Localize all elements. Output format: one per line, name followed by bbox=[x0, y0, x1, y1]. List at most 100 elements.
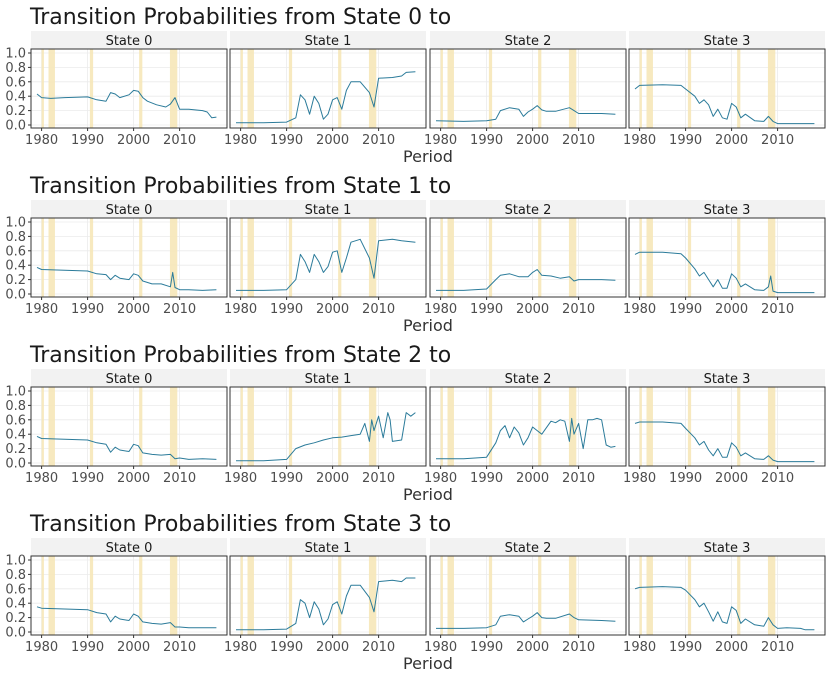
shaded-period bbox=[338, 49, 342, 128]
row-title: Transition Probabilities from State 1 to bbox=[29, 174, 451, 199]
panel-strip-label: State 2 bbox=[505, 203, 552, 218]
shaded-period bbox=[240, 218, 243, 297]
facet-row-2: Transition Probabilities from State 2 to… bbox=[5, 343, 826, 504]
series-line bbox=[36, 435, 217, 460]
x-tick-label: 1990 bbox=[669, 471, 702, 486]
panel-background bbox=[230, 387, 426, 466]
series-line bbox=[634, 84, 815, 125]
shaded-period bbox=[440, 387, 443, 466]
panel-strip-label: State 1 bbox=[305, 372, 352, 387]
panel-strip bbox=[31, 200, 227, 218]
shaded-period bbox=[247, 49, 254, 128]
y-tick-label: 1.0 bbox=[5, 385, 26, 400]
panel-strip-label: State 1 bbox=[305, 541, 352, 556]
panel-strip-label: State 0 bbox=[106, 541, 153, 556]
x-tick-label: 2010 bbox=[562, 640, 595, 655]
shaded-period bbox=[89, 218, 94, 297]
panel-strip bbox=[230, 200, 426, 218]
panel-0-0: State 0 1980 1990 2000 2010 0.00.20.40.60.81.… bbox=[5, 31, 228, 148]
shaded-period bbox=[240, 556, 243, 635]
x-tick-label: 1990 bbox=[470, 133, 503, 148]
panel-strip-label: State 1 bbox=[305, 34, 352, 49]
x-tick-label: 1980 bbox=[224, 302, 257, 317]
x-tick-label: 2000 bbox=[715, 133, 748, 148]
panel-background bbox=[430, 49, 626, 128]
x-tick-label: 1990 bbox=[669, 133, 702, 148]
series-line bbox=[634, 421, 815, 463]
panel-strip bbox=[629, 200, 825, 218]
panel-background bbox=[629, 218, 825, 297]
panel-border bbox=[30, 217, 228, 298]
x-tick-label: 1990 bbox=[669, 302, 702, 317]
x-tick-label: 1980 bbox=[25, 302, 58, 317]
y-tick-label: 0.4 bbox=[5, 90, 26, 105]
shaded-period bbox=[89, 556, 94, 635]
x-tick-label: 1980 bbox=[25, 471, 58, 486]
x-tick-label: 2010 bbox=[362, 302, 395, 317]
panel-2-3: State 3 1980 1990 2000 2010 bbox=[623, 369, 826, 486]
panel-strip bbox=[430, 369, 626, 387]
panel-2-0: State 0 1980 1990 2000 2010 0.00.20.40.60.81.… bbox=[5, 369, 228, 486]
panel-border bbox=[429, 217, 627, 298]
shaded-period bbox=[338, 218, 342, 297]
series-line bbox=[236, 577, 416, 631]
x-tick-label: 2000 bbox=[516, 133, 549, 148]
panel-background bbox=[230, 218, 426, 297]
row-title: Transition Probabilities from State 0 to bbox=[29, 5, 451, 30]
shaded-period bbox=[89, 387, 94, 466]
shaded-period bbox=[538, 49, 542, 128]
series-line bbox=[634, 251, 815, 294]
panel-border bbox=[229, 555, 427, 636]
y-tick-label: 0.0 bbox=[5, 288, 26, 303]
shaded-period bbox=[568, 49, 577, 128]
shaded-period bbox=[646, 387, 653, 466]
shaded-period bbox=[639, 556, 642, 635]
series-line bbox=[236, 71, 416, 124]
shaded-period bbox=[687, 49, 692, 128]
x-tick-label: 1990 bbox=[470, 640, 503, 655]
shaded-period bbox=[139, 387, 143, 466]
y-tick-label: 0.6 bbox=[5, 244, 26, 259]
panel-strip bbox=[230, 31, 426, 49]
panel-0-3: State 3 1980 1990 2000 2010 bbox=[623, 31, 826, 148]
x-axis-title: Period bbox=[403, 654, 453, 673]
shaded-period bbox=[447, 387, 454, 466]
shaded-period bbox=[440, 49, 443, 128]
shaded-period bbox=[737, 49, 741, 128]
shaded-period bbox=[41, 556, 44, 635]
x-tick-label: 2000 bbox=[516, 471, 549, 486]
shaded-period bbox=[687, 556, 692, 635]
shaded-period bbox=[488, 556, 493, 635]
shaded-period bbox=[169, 387, 178, 466]
x-tick-label: 1980 bbox=[623, 471, 656, 486]
y-tick-label: 0.8 bbox=[5, 230, 26, 245]
panel-background bbox=[629, 49, 825, 128]
shaded-period bbox=[288, 556, 293, 635]
panel-background bbox=[230, 556, 426, 635]
panel-1-3: State 3 1980 1990 2000 2010 bbox=[623, 200, 826, 317]
x-tick-label: 2000 bbox=[117, 471, 150, 486]
shaded-period bbox=[139, 49, 143, 128]
panel-strip-label: State 3 bbox=[704, 34, 751, 49]
series-line bbox=[634, 586, 815, 631]
panel-strip bbox=[31, 538, 227, 556]
x-tick-label: 2010 bbox=[562, 471, 595, 486]
shaded-period bbox=[538, 218, 542, 297]
x-tick-label: 2010 bbox=[163, 640, 196, 655]
y-tick-label: 0.2 bbox=[5, 442, 26, 457]
series-line bbox=[236, 412, 416, 462]
x-tick-label: 1980 bbox=[25, 640, 58, 655]
y-tick-label: 0.6 bbox=[5, 582, 26, 597]
shaded-period bbox=[646, 49, 653, 128]
panel-border bbox=[30, 386, 228, 467]
panel-strip bbox=[230, 369, 426, 387]
x-tick-label: 1980 bbox=[424, 471, 457, 486]
x-tick-label: 1990 bbox=[470, 471, 503, 486]
panel-background bbox=[430, 218, 626, 297]
shaded-period bbox=[169, 49, 178, 128]
shaded-period bbox=[447, 218, 454, 297]
panel-background bbox=[31, 218, 227, 297]
shaded-period bbox=[646, 556, 653, 635]
panel-border bbox=[229, 48, 427, 129]
